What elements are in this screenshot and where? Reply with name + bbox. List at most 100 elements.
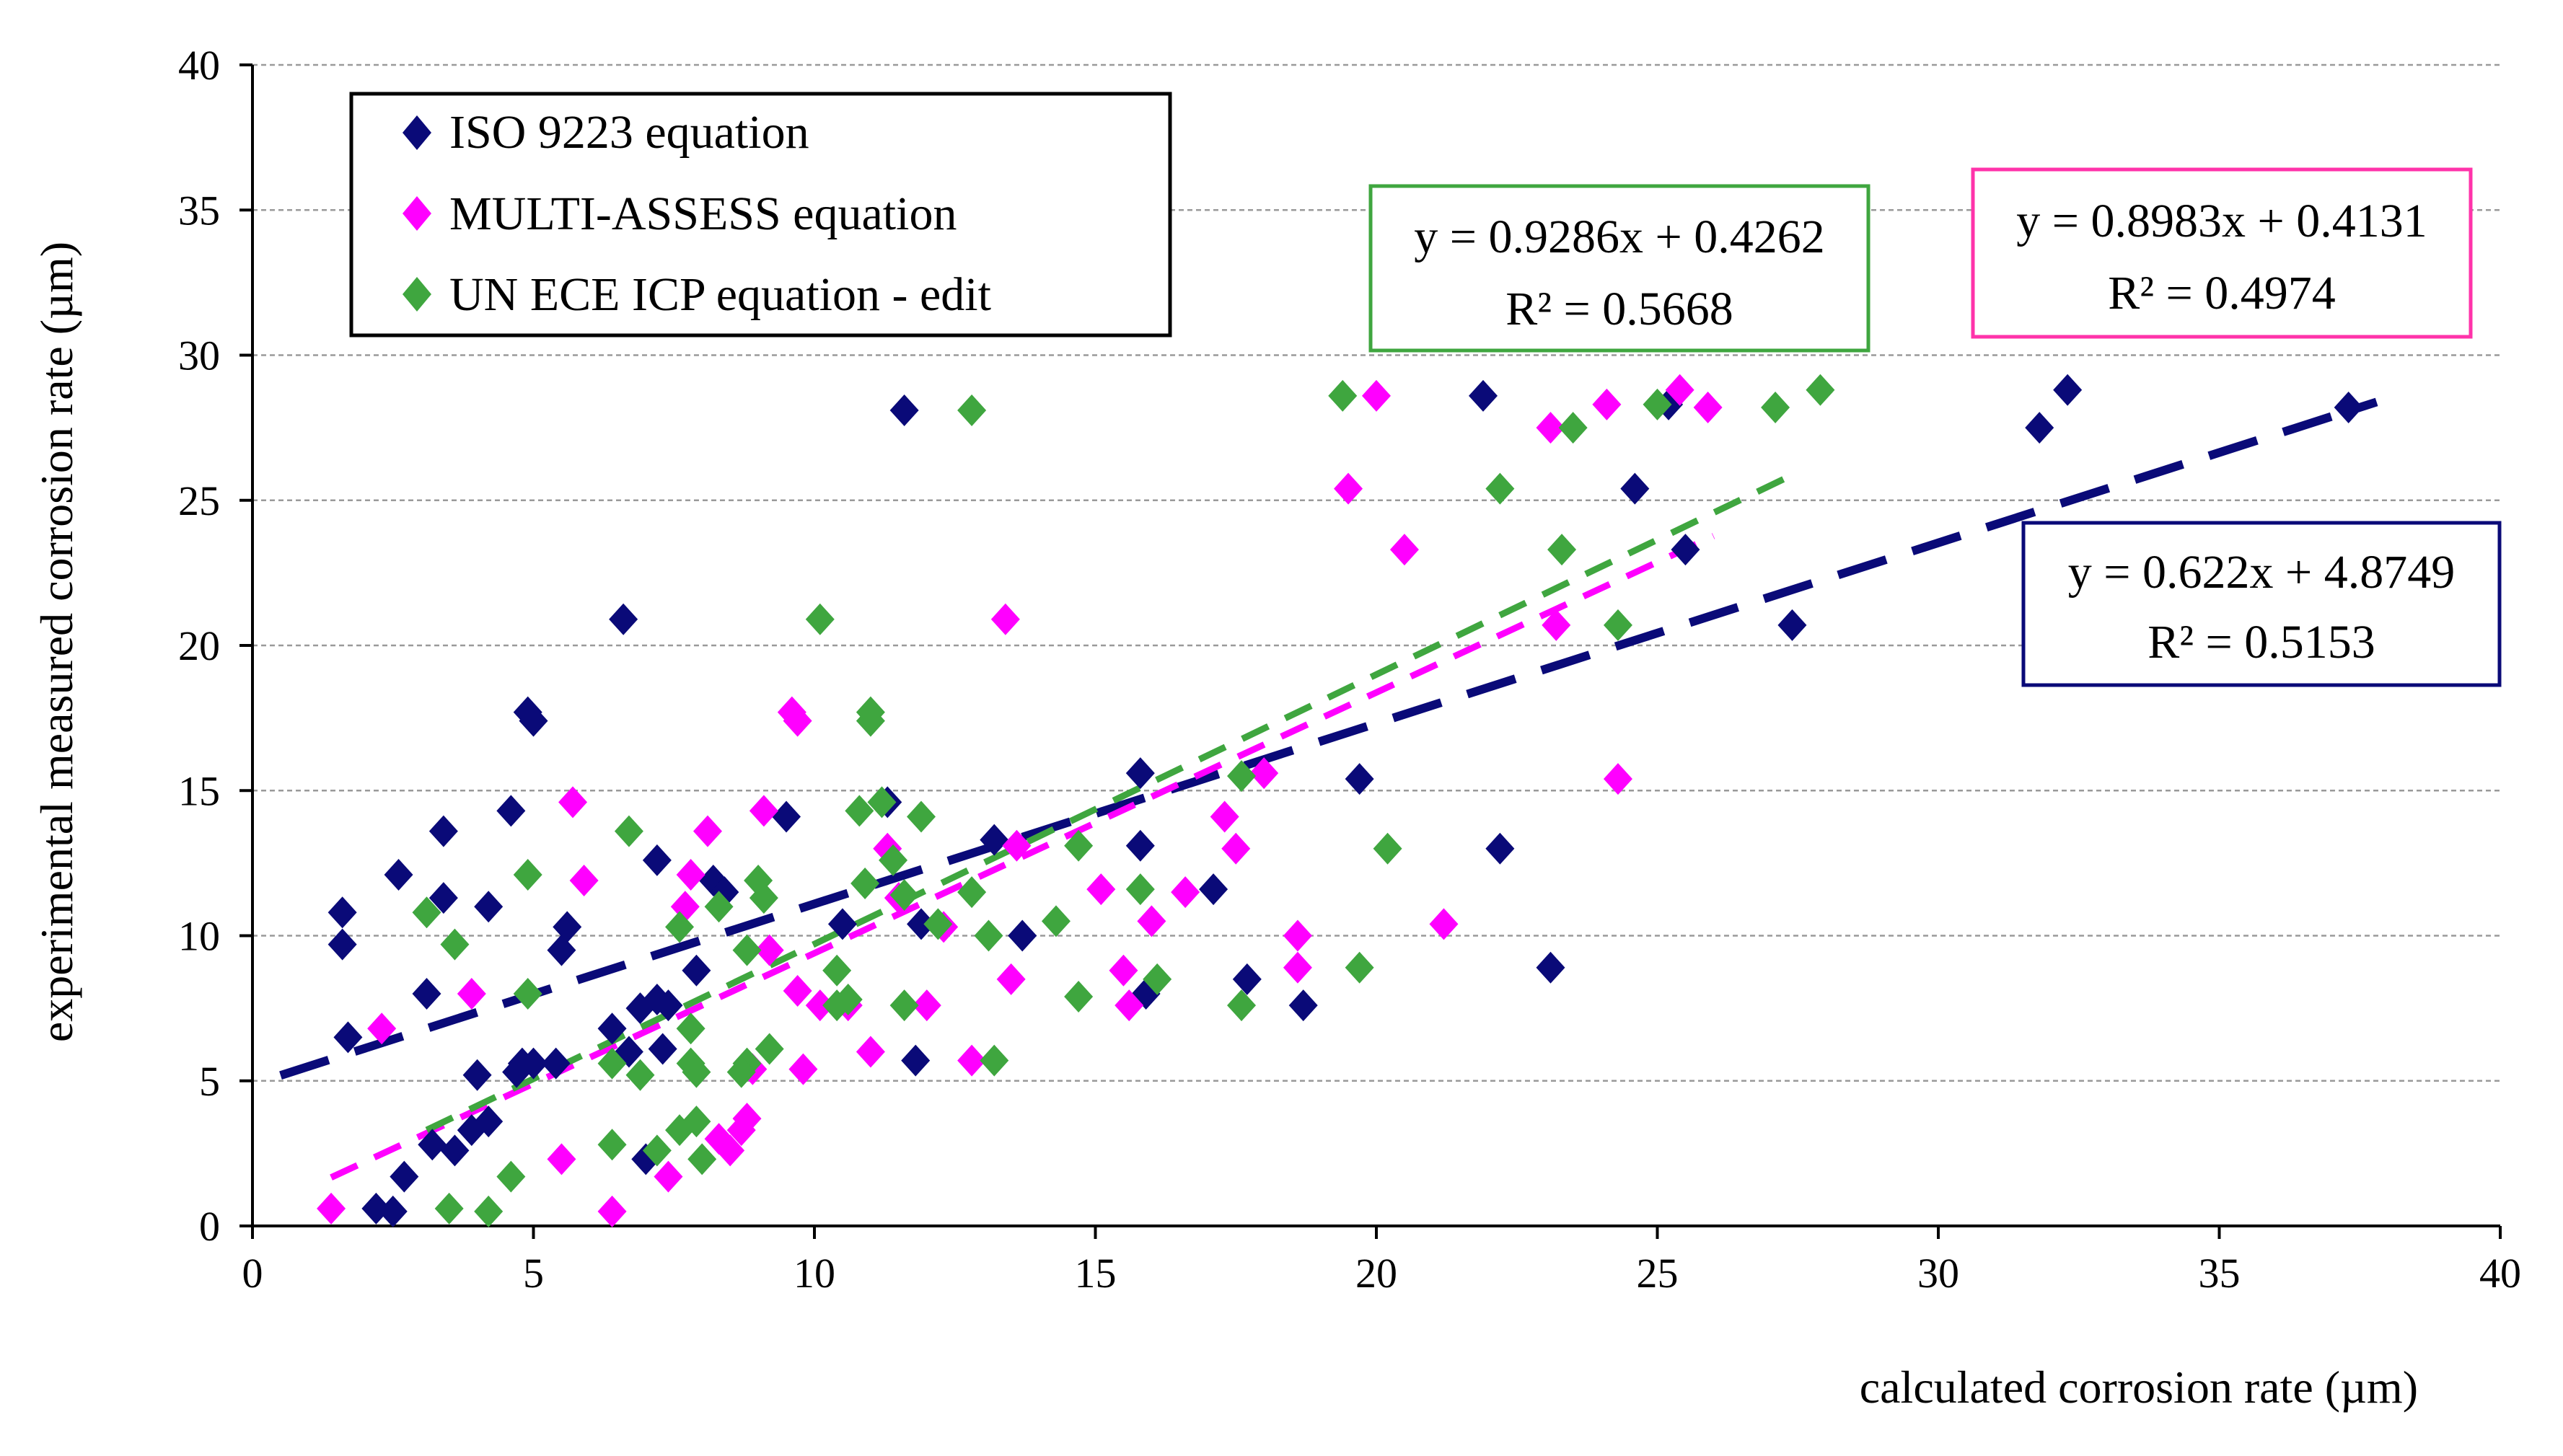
data-point-series-1 [1334, 472, 1363, 505]
trendline-series-2 [425, 475, 1788, 1134]
equation-box-iso-frame [2021, 521, 2502, 687]
data-point-series-0 [474, 1106, 504, 1138]
data-point-series-1 [1362, 379, 1391, 412]
data-point-series-2 [822, 954, 852, 987]
x-tick-label: 40 [2479, 1250, 2521, 1297]
x-axis-ticks: 0 5 10 15 20 25 30 35 40 [242, 1226, 2521, 1297]
data-point-series-0 [474, 891, 504, 923]
data-point-series-2 [1603, 609, 1632, 641]
x-tick-label: 30 [1917, 1250, 1959, 1297]
data-point-series-0 [418, 1129, 447, 1161]
data-point-series-2 [434, 1192, 464, 1225]
data-point-series-2 [923, 908, 953, 940]
legend-label-multi-assess: MULTI-ASSESS equation [449, 187, 957, 240]
y-tick-label: 15 [178, 767, 220, 814]
legend-box [349, 92, 1172, 337]
data-point-series-1 [1137, 905, 1166, 937]
data-point-series-2 [1143, 963, 1172, 995]
data-point-series-0 [648, 1033, 677, 1065]
equation-box-multi-assess-frame [1971, 167, 2473, 339]
data-point-series-2 [682, 1056, 711, 1088]
data-point-series-2 [496, 1160, 526, 1193]
data-point-series-2 [474, 1195, 504, 1227]
y-tick-label: 35 [178, 187, 220, 234]
data-point-series-1 [716, 1134, 745, 1167]
data-point-series-0 [642, 844, 672, 876]
data-point-series-0 [519, 705, 548, 737]
data-point-series-2 [726, 1056, 756, 1088]
data-point-series-0 [1232, 963, 1262, 995]
data-point-series-2 [1806, 374, 1835, 406]
data-point-series-2 [755, 1033, 784, 1065]
equation-box-multi-assess: y = 0.8983x + 0.4131 R² = 0.4974 [1971, 167, 2473, 339]
data-point-series-1 [749, 795, 778, 827]
data-point-series-0 [547, 934, 576, 966]
y-tick-label: 10 [178, 913, 220, 960]
legend-marker-iso [403, 115, 431, 150]
equation-iso-r2: R² = 0.5153 [2147, 616, 2375, 669]
data-point-series-0 [2334, 391, 2363, 423]
y-tick-label: 20 [178, 622, 220, 669]
legend-label-iso: ISO 9223 equation [449, 106, 809, 159]
data-point-series-2 [665, 911, 695, 943]
legend-label-unece: UN ECE ICP equation - edit [449, 268, 991, 321]
equation-box-iso: y = 0.622x + 4.8749 R² = 0.5153 [2021, 521, 2502, 687]
data-point-series-0 [980, 824, 1009, 856]
x-tick-label: 35 [2199, 1250, 2241, 1297]
data-point-series-2 [1345, 951, 1374, 984]
data-point-series-0 [327, 928, 357, 961]
data-point-series-1 [805, 989, 835, 1022]
data-point-series-0 [1485, 832, 1515, 865]
data-point-series-2 [1761, 391, 1790, 423]
data-point-series-0 [384, 858, 413, 891]
equation-unece-r2: R² = 0.5668 [1505, 283, 1733, 335]
data-point-series-1 [1603, 763, 1632, 795]
data-point-series-2 [687, 1143, 717, 1175]
data-point-series-0 [1125, 757, 1155, 790]
data-point-series-0 [609, 603, 638, 635]
data-point-series-0 [1288, 989, 1318, 1022]
data-point-series-0 [378, 1195, 408, 1227]
data-point-series-2 [907, 800, 936, 833]
data-point-series-2 [833, 984, 863, 1016]
data-point-series-0 [1536, 951, 1565, 984]
data-point-series-2 [642, 1134, 672, 1167]
data-point-series-1 [1109, 954, 1138, 987]
data-point-series-0 [1125, 829, 1155, 862]
data-point-series-1 [957, 1044, 987, 1077]
data-point-series-1 [783, 974, 812, 1007]
y-axis-ticks: 0 5 10 15 20 25 30 35 40 [178, 42, 252, 1250]
data-point-series-0 [412, 978, 441, 1010]
data-point-series-1 [1115, 989, 1144, 1022]
data-point-series-2 [1041, 905, 1071, 937]
data-point-series-2 [1373, 832, 1402, 865]
data-point-series-0 [428, 882, 458, 914]
data-point-series-1 [676, 858, 705, 891]
data-point-series-1 [1283, 919, 1312, 952]
x-tick-label: 15 [1075, 1250, 1117, 1297]
equation-box-unece: y = 0.9286x + 0.4262 R² = 0.5668 [1368, 184, 1870, 353]
data-point-series-1 [1536, 412, 1565, 444]
data-point-series-1 [1693, 391, 1723, 423]
data-point-series-1 [1389, 534, 1419, 566]
data-point-series-0 [1199, 873, 1228, 906]
data-point-series-2 [856, 705, 885, 737]
data-point-series-1 [693, 815, 722, 847]
data-point-series-1 [367, 1012, 397, 1045]
data-point-series-2 [889, 879, 919, 912]
data-point-series-1 [755, 934, 784, 966]
data-point-series-2 [867, 786, 897, 819]
data-point-series-1 [990, 603, 1020, 635]
data-point-series-0 [1469, 379, 1498, 412]
data-point-series-2 [1064, 829, 1094, 862]
data-point-series-1 [1171, 876, 1200, 909]
data-point-series-2 [682, 1106, 711, 1138]
data-point-series-2 [676, 1012, 705, 1045]
data-point-series-2 [1643, 388, 1672, 420]
data-point-series-0 [889, 394, 919, 426]
data-point-series-2 [513, 858, 542, 891]
data-point-series-0 [541, 1047, 571, 1080]
data-point-series-2 [513, 978, 542, 1010]
data-point-series-2 [1227, 989, 1257, 1022]
y-tick-label: 5 [199, 1058, 220, 1105]
